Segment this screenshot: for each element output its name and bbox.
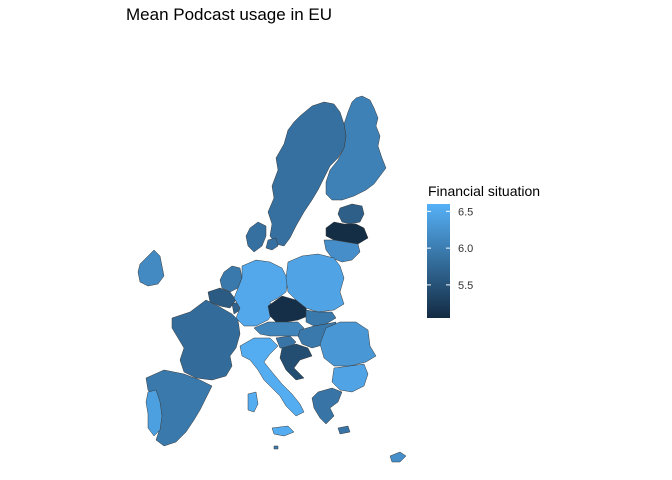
legend-title: Financial situation	[428, 183, 540, 199]
map-title: Mean Podcast usage in EU	[126, 5, 332, 24]
region-denmark	[245, 221, 279, 253]
region-cyprus	[389, 451, 407, 463]
region-czechia	[267, 295, 309, 323]
region-lithuania	[323, 239, 361, 263]
region-italy	[239, 337, 305, 437]
legend-tick-label: 6.0	[458, 243, 473, 255]
legend-ticks: 6.5 6.0 5.5	[427, 206, 473, 292]
region-bulgaria	[331, 363, 369, 393]
region-slovakia	[305, 309, 337, 327]
region-malta	[273, 445, 279, 450]
region-greece	[311, 387, 351, 435]
region-france	[171, 299, 241, 381]
legend-tick-label: 5.5	[458, 280, 473, 292]
region-croatia	[279, 343, 313, 381]
region-austria	[253, 321, 305, 337]
color-legend: Financial situation 6.5 6.0 5.5	[427, 183, 540, 318]
region-latvia	[325, 221, 369, 245]
region-poland	[285, 253, 345, 313]
country-regions	[137, 95, 407, 463]
region-romania	[319, 321, 377, 367]
region-ireland	[137, 249, 165, 287]
region-estonia	[337, 203, 365, 225]
region-sweden	[267, 101, 347, 247]
region-portugal	[145, 389, 163, 437]
legend-tick-label: 6.5	[458, 206, 473, 218]
legend-colorbar	[427, 204, 450, 318]
